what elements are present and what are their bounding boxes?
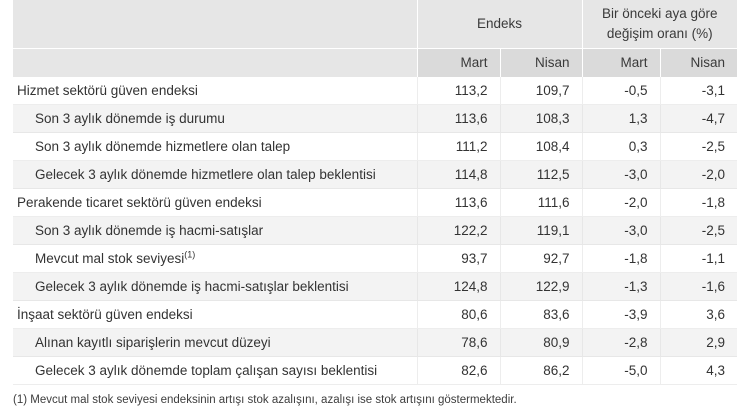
row-label-group: Perakende ticaret sektörü güven endeksi — [13, 188, 417, 217]
cell-endeks-mart: 113,6 — [416, 104, 500, 133]
row-label-text: Perakende ticaret sektörü güven endeksi — [17, 195, 262, 210]
cell-endeks-mart: 114,8 — [416, 160, 500, 189]
cell-endeks-mart: 122,2 — [416, 216, 500, 245]
cell-change-nisan: -1,6 — [659, 272, 737, 301]
cell-change-nisan: -3,1 — [659, 77, 737, 105]
table-row: Gelecek 3 aylık dönemde toplam çalışan s… — [13, 356, 737, 385]
header-group-monthly-change: Bir önceki aya göre değişim oranı (%) — [581, 0, 737, 49]
cell-change-nisan: 3,6 — [659, 300, 737, 329]
cell-change-nisan: -2,5 — [659, 216, 737, 245]
cell-change-nisan: 4,3 — [659, 356, 737, 385]
cell-endeks-nisan: 83,6 — [499, 300, 582, 329]
table-header: Endeks Bir önceki aya göre değişim oranı… — [13, 0, 737, 77]
cell-change-nisan: -2,5 — [659, 132, 737, 161]
table-row: Gelecek 3 aylık dönemde iş hacmi-satışla… — [13, 272, 737, 301]
cell-endeks-nisan: 111,6 — [499, 188, 582, 217]
header-change-nisan: Nisan — [659, 48, 737, 77]
row-label-sub: Son 3 aylık dönemde iş durumu — [13, 104, 417, 133]
row-label-sub: Alınan kayıtlı siparişlerin mevcut düzey… — [13, 328, 417, 357]
cell-endeks-nisan: 86,2 — [499, 356, 582, 385]
row-label-group: Hizmet sektörü güven endeksi — [13, 77, 417, 105]
cell-endeks-nisan: 80,9 — [499, 328, 582, 357]
table-row: Hizmet sektörü güven endeksi 113,2 109,7 -0… — [13, 77, 737, 105]
cell-endeks-mart: 82,6 — [416, 356, 500, 385]
header-subcolumn-row: Mart Nisan Mart Nisan — [13, 48, 737, 77]
header-group-endeks-label: Endeks — [476, 16, 523, 32]
row-label-sub: Gelecek 3 aylık dönemde hizmetlere olan … — [13, 160, 417, 189]
row-label-text: Son 3 aylık dönemde iş hacmi-satışlar — [35, 223, 264, 238]
header-endeks-mart: Mart — [416, 48, 500, 77]
row-label-text: Son 3 aylık dönemde iş durumu — [35, 111, 225, 126]
row-label-sub: Mevcut mal stok seviyesi(1) — [13, 244, 417, 273]
cell-change-mart: -3,0 — [581, 216, 660, 245]
header-corner-spacer — [13, 0, 417, 49]
cell-endeks-mart: 113,6 — [416, 188, 500, 217]
cell-endeks-nisan: 119,1 — [499, 216, 582, 245]
row-label-sub: Son 3 aylık dönemde iş hacmi-satışlar — [13, 216, 417, 245]
header-group-change-line1: Bir önceki aya göre — [601, 6, 718, 22]
cell-endeks-mart: 111,2 — [416, 132, 500, 161]
cell-endeks-mart: 124,8 — [416, 272, 500, 301]
row-label-sub: Son 3 aylık dönemde hizmetlere olan tale… — [13, 132, 417, 161]
row-label-sub: Gelecek 3 aylık dönemde toplam çalışan s… — [13, 356, 417, 385]
cell-endeks-nisan: 108,4 — [499, 132, 582, 161]
cell-change-nisan: -1,1 — [659, 244, 737, 273]
cell-endeks-mart: 78,6 — [416, 328, 500, 357]
cell-change-mart: -2,0 — [581, 188, 660, 217]
row-label-text: İnşaat sektörü güven endeksi — [17, 307, 193, 322]
footnote-marker: (1) — [184, 249, 196, 260]
row-label-text: Gelecek 3 aylık dönemde iş hacmi-satışla… — [35, 279, 349, 294]
cell-change-nisan: -2,0 — [659, 160, 737, 189]
header-group-change-line2: değişim oranı (%) — [606, 26, 713, 41]
cell-endeks-mart: 113,2 — [416, 77, 500, 105]
cell-change-mart: -3,0 — [581, 160, 660, 189]
table-row: Mevcut mal stok seviyesi(1) 93,7 92,7 -1,8-… — [13, 244, 737, 273]
cell-change-mart: 0,3 — [581, 132, 660, 161]
row-label-group: İnşaat sektörü güven endeksi — [13, 300, 417, 329]
table-row: Son 3 aylık dönemde iş hacmi-satışlar 122… — [13, 216, 737, 245]
table-row: Son 3 aylık dönemde iş durumu 113,6 108,3 1… — [13, 104, 737, 133]
cell-change-mart: -2,8 — [581, 328, 660, 357]
cell-endeks-nisan: 92,7 — [499, 244, 582, 273]
row-label-text: Gelecek 3 aylık dönemde toplam çalışan s… — [35, 363, 378, 378]
table-row: Gelecek 3 aylık dönemde hizmetlere olan … — [13, 160, 737, 189]
row-label-text: Hizmet sektörü güven endeksi — [17, 83, 198, 98]
table-row: Son 3 aylık dönemde hizmetlere olan tale… — [13, 132, 737, 161]
cell-change-mart: -3,9 — [581, 300, 660, 329]
confidence-index-table: Endeks Bir önceki aya göre değişim oranı… — [13, 0, 737, 385]
table-footnote: (1) Mevcut mal stok seviyesi endeksinin … — [13, 394, 517, 406]
cell-change-mart: -1,8 — [581, 244, 660, 273]
row-label-text: Gelecek 3 aylık dönemde hizmetlere olan … — [35, 167, 376, 182]
table-row: İnşaat sektörü güven endeksi 80,6 83,6 -3,9… — [13, 300, 737, 329]
cell-change-mart: -5,0 — [581, 356, 660, 385]
row-label-sub: Gelecek 3 aylık dönemde iş hacmi-satışla… — [13, 272, 417, 301]
header-corner-spacer-2 — [13, 48, 417, 77]
cell-change-mart: -0,5 — [581, 77, 660, 105]
cell-endeks-nisan: 112,5 — [499, 160, 582, 189]
cell-endeks-mart: 93,7 — [416, 244, 500, 273]
cell-endeks-nisan: 122,9 — [499, 272, 582, 301]
table-row: Alınan kayıtlı siparişlerin mevcut düzey… — [13, 328, 737, 357]
cell-endeks-mart: 80,6 — [416, 300, 500, 329]
cell-endeks-nisan: 108,3 — [499, 104, 582, 133]
cell-endeks-nisan: 109,7 — [499, 77, 582, 105]
header-endeks-nisan: Nisan — [499, 48, 582, 77]
cell-change-nisan: 2,9 — [659, 328, 737, 357]
table-body: Hizmet sektörü güven endeksi 113,2 109,7 -0… — [13, 77, 737, 385]
header-group-endeks: Endeks — [416, 0, 582, 49]
row-label-text: Alınan kayıtlı siparişlerin mevcut düzey… — [35, 335, 271, 350]
table-row: Perakende ticaret sektörü güven endeksi 1… — [13, 188, 737, 217]
header-change-mart: Mart — [581, 48, 660, 77]
cell-change-mart: 1,3 — [581, 104, 660, 133]
header-group-row: Endeks Bir önceki aya göre değişim oranı… — [13, 0, 737, 49]
cell-change-mart: -1,3 — [581, 272, 660, 301]
cell-change-nisan: -4,7 — [659, 104, 737, 133]
row-label-text: Mevcut mal stok seviyesi — [35, 251, 185, 266]
row-label-text: Son 3 aylık dönemde hizmetlere olan tale… — [35, 139, 291, 154]
cell-change-nisan: -1,8 — [659, 188, 737, 217]
